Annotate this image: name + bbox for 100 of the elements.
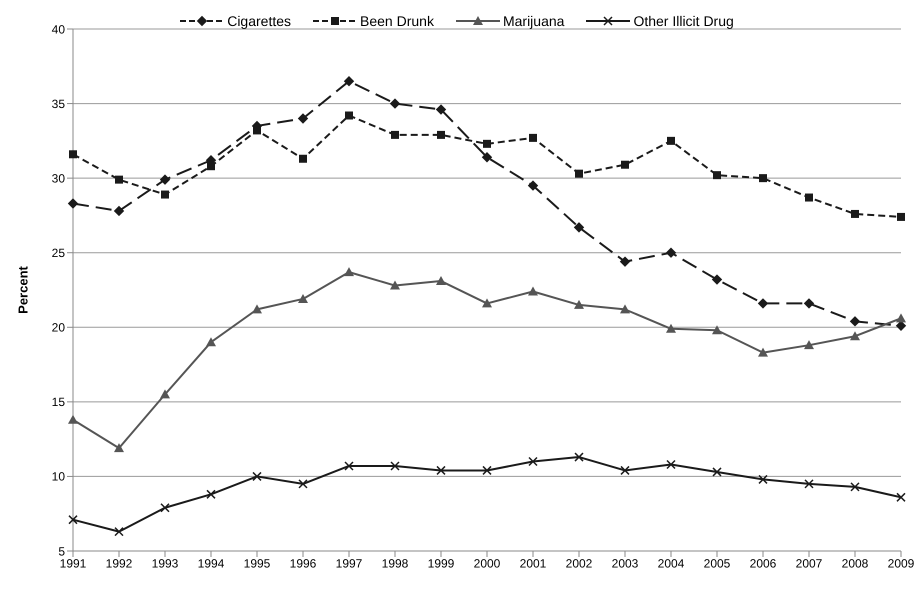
point (528, 456, 538, 466)
point (482, 152, 492, 162)
point (161, 190, 169, 199)
point (390, 461, 400, 471)
point (482, 298, 492, 308)
point (68, 414, 78, 424)
point (207, 162, 215, 170)
point (345, 112, 353, 120)
y-tick-label: 20 (52, 320, 66, 335)
y-axis-title: Percent (16, 265, 31, 314)
y-tick-label: 40 (52, 22, 66, 36)
y-tick-label: 30 (52, 171, 66, 186)
point (897, 212, 905, 221)
x-tick-label: 1998 (382, 556, 409, 571)
point (712, 274, 722, 285)
point (528, 180, 538, 191)
point (666, 248, 676, 258)
x-tick-label: 1996 (290, 556, 317, 571)
y-tick-label: 35 (52, 96, 66, 111)
point (850, 331, 860, 340)
x-tick-label: 2000 (474, 556, 501, 571)
point (666, 324, 676, 333)
point (528, 286, 538, 296)
point (206, 490, 216, 500)
point (436, 466, 446, 476)
x-tick-label: 2002 (566, 556, 593, 571)
point (805, 194, 813, 202)
point (804, 479, 814, 489)
point (896, 313, 906, 322)
point (620, 256, 630, 267)
point (483, 140, 491, 148)
point (344, 461, 354, 471)
x-tick-label: 1995 (244, 556, 271, 571)
point (758, 348, 768, 357)
legend-label: Marijuana (502, 13, 564, 29)
point (759, 174, 767, 182)
point (390, 98, 400, 109)
x-tick-label: 2008 (842, 556, 869, 571)
point (68, 198, 78, 208)
point (574, 300, 584, 309)
legend-label: Cigarettes (227, 13, 292, 29)
point (574, 222, 584, 232)
point (436, 276, 446, 286)
point (850, 482, 860, 492)
point (712, 467, 722, 477)
point (482, 466, 492, 476)
x-tick-label: 2007 (796, 556, 823, 571)
point (712, 325, 722, 334)
point (298, 479, 308, 489)
point (344, 76, 354, 86)
point (298, 294, 308, 303)
point (344, 267, 354, 276)
point (850, 316, 860, 326)
point (390, 280, 400, 290)
x-tick-label: 2003 (612, 556, 639, 571)
point (114, 206, 124, 216)
x-tick-label: 1991 (60, 556, 87, 571)
legend-label: Been Drunk (360, 13, 434, 29)
y-tick-label: 15 (52, 395, 66, 410)
y-tick-label: 25 (52, 246, 66, 260)
point (206, 337, 216, 346)
point (160, 174, 170, 185)
point (851, 210, 859, 218)
point (68, 514, 78, 524)
point (620, 466, 630, 476)
point (252, 472, 262, 482)
point (69, 150, 77, 158)
point (437, 130, 445, 139)
y-tick-label: 5 (58, 544, 66, 558)
point (253, 126, 261, 134)
legend-label: Other Illicit Drug (633, 13, 734, 29)
y-tick-label: 10 (52, 470, 66, 484)
point (115, 176, 123, 184)
x-tick-label: 1994 (198, 556, 225, 571)
x-tick-label: 2005 (704, 556, 731, 571)
point (114, 443, 124, 452)
point (804, 340, 814, 350)
x-tick-label: 2004 (658, 556, 685, 571)
point (896, 492, 906, 502)
point (713, 171, 721, 180)
point (758, 474, 768, 484)
point (666, 460, 676, 470)
x-tick-label: 1997 (336, 556, 363, 571)
point (436, 104, 446, 115)
point (391, 130, 399, 139)
point (575, 170, 583, 178)
x-tick-label: 2006 (750, 556, 777, 571)
point (804, 298, 814, 308)
point (160, 503, 170, 512)
point (758, 298, 768, 308)
x-tick-label: 1999 (428, 556, 455, 571)
point (667, 136, 675, 145)
point (114, 526, 124, 536)
point (299, 154, 307, 163)
x-tick-label: 1992 (106, 556, 133, 571)
point (529, 134, 537, 142)
point (574, 452, 584, 462)
point (621, 160, 629, 169)
x-tick-label: 1993 (152, 556, 179, 571)
x-tick-label: 2009 (888, 556, 915, 571)
